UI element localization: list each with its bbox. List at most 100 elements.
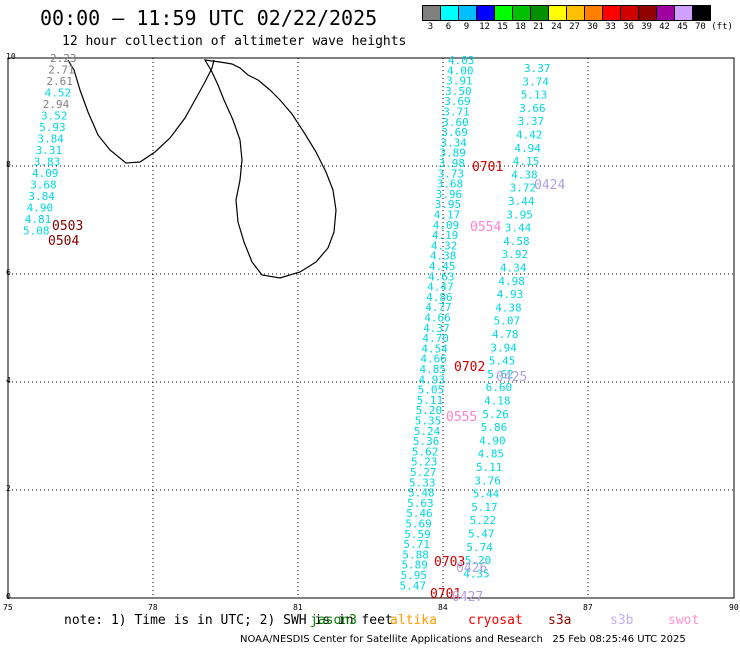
x-tick-label: 81 — [293, 603, 303, 612]
color-scale-label: 33 — [605, 22, 616, 32]
wave-value-right: 3.94 — [490, 341, 517, 354]
wave-value-mid: 5.59 — [404, 528, 431, 541]
wave-value-right: 5.07 — [494, 315, 520, 328]
wave-value-mid: 3.73 — [438, 167, 465, 180]
wave-value-right: 4.15 — [513, 155, 540, 168]
wave-value-mid: 3.50 — [445, 85, 472, 98]
time-label: 0703 — [434, 555, 465, 570]
wave-value-right: 5.45 — [489, 355, 516, 368]
wave-value-right: 5.20 — [465, 554, 492, 567]
wave-value-mid: 3.71 — [443, 106, 470, 119]
wave-value-right: 4.93 — [497, 288, 524, 301]
time-label: 0554 — [470, 220, 501, 235]
wave-value-mid: 3.68 — [437, 178, 464, 191]
wave-value-mid: 5.63 — [407, 497, 434, 510]
color-scale-label: 39 — [641, 22, 652, 32]
wave-value-left: 3.31 — [36, 144, 63, 157]
wave-value-mid: 5.48 — [408, 487, 435, 500]
wave-value-right: 4.18 — [484, 395, 511, 408]
wave-height-color-scale — [422, 5, 711, 21]
wave-value-mid: 5.05 — [418, 384, 445, 397]
wave-value-right: 4.58 — [503, 235, 530, 248]
wave-value-left: 2.23 — [50, 52, 77, 65]
color-scale-label: 30 — [587, 22, 598, 32]
time-label: 0424 — [534, 178, 565, 193]
wave-value-right: 3.76 — [474, 474, 501, 487]
wave-value-mid: 4.47 — [427, 281, 454, 294]
y-tick-label: 10 — [6, 52, 16, 61]
color-scale-label: 70 (ft) — [695, 22, 733, 32]
credit-timestamp: 25 Feb 08:25:46 UTC 2025 — [552, 634, 686, 645]
wave-value-left: 3.68 — [30, 179, 57, 192]
wave-value-right: 5.13 — [521, 89, 548, 102]
wave-value-right: 3.95 — [506, 208, 533, 221]
wave-value-mid: 4.93 — [419, 373, 446, 386]
time-label: 0701 — [472, 160, 503, 175]
color-scale-label: 21 — [533, 22, 544, 32]
wave-value-left: 4.52 — [45, 87, 72, 100]
wave-value-mid: 3.95 — [435, 198, 462, 211]
wave-value-mid: 3.69 — [444, 95, 471, 108]
map-frame — [7, 57, 735, 599]
color-scale-label: 9 — [463, 22, 470, 32]
wave-value-right: 3.44 — [505, 222, 532, 235]
wave-value-mid: 4.19 — [432, 229, 459, 242]
x-tick-label: 75 — [3, 603, 13, 612]
wave-value-mid: 4.63 — [428, 270, 455, 283]
wave-value-mid: 3.96 — [436, 188, 463, 201]
wave-value-mid: 4.17 — [434, 209, 461, 222]
wave-value-mid: 5.27 — [410, 466, 437, 479]
color-scale-label: 3 — [427, 22, 434, 32]
satellite-legend-item: cryosat — [468, 613, 523, 628]
wave-value-mid: 5.88 — [402, 548, 429, 561]
grid-lines: 75 78 81 84 87 90 10 8 6 4 2 0 — [3, 52, 739, 612]
wave-value-right: 4.35 — [463, 567, 490, 580]
wave-value-mid: 5.24 — [414, 425, 441, 438]
wave-value-left: 5.08 — [23, 225, 50, 238]
sri-lanka-coastline — [203, 59, 337, 279]
wave-value-right: 3.92 — [502, 248, 528, 261]
wave-value-mid: 4.77 — [425, 301, 452, 314]
wave-value-right: 5.47 — [468, 528, 495, 541]
y-tick-label: 8 — [6, 160, 11, 169]
wave-value-mid: 5.89 — [401, 559, 428, 572]
satellite-legend-item: s3b — [610, 613, 634, 628]
wave-value-mid: 3.34 — [440, 136, 467, 149]
color-scale-label: 18 — [515, 22, 526, 32]
time-label: 0702 — [454, 360, 485, 375]
color-scale-label: 42 — [659, 22, 670, 32]
y-tick-label: 0 — [6, 592, 11, 601]
wave-value-right: 3.37 — [518, 115, 545, 128]
y-tick-label: 4 — [6, 376, 11, 385]
wave-value-mid: 5.71 — [403, 538, 430, 551]
wave-value-mid: 4.54 — [421, 342, 448, 355]
wave-value-mid: 4.45 — [429, 260, 456, 273]
wave-value-mid: 3.98 — [439, 157, 466, 170]
wave-value-left: 2.61 — [46, 75, 73, 88]
color-scale-label: 45 — [677, 22, 688, 32]
wave-value-right: 6.60 — [486, 381, 512, 394]
wave-value-left: 2.71 — [48, 64, 74, 77]
wave-value-left: 3.84 — [28, 190, 55, 203]
wave-value-left: 4.90 — [27, 202, 53, 215]
india-coastline — [67, 59, 215, 164]
color-scale-label: 6 — [445, 22, 452, 32]
credit-text: NOAA/NESDIS Center for Satellite Applica… — [240, 634, 543, 645]
wave-value-mid: 4.38 — [430, 250, 457, 263]
wave-value-mid: 4.66 — [420, 353, 447, 366]
wave-value-left: 5.93 — [39, 121, 65, 134]
wave-value-right: 4.38 — [495, 301, 522, 314]
wave-value-mid: 3.91 — [446, 75, 473, 88]
map-title: 00:00 – 11:59 UTC 02/22/2025 — [40, 6, 378, 30]
satellite-legend-item: jason3 — [310, 613, 357, 628]
wave-value-mid: 3.89 — [439, 147, 466, 160]
wave-value-left: 4.09 — [32, 167, 59, 180]
wave-value-mid: 4.86 — [426, 291, 453, 304]
wave-value-left: 4.81 — [25, 213, 52, 226]
wave-value-right: 4.85 — [478, 448, 505, 461]
time-label: 0503 — [52, 219, 83, 234]
wave-value-mid: 4.37 — [423, 322, 450, 335]
wave-value-mid: 4.09 — [433, 219, 460, 232]
wave-value-right: 3.74 — [522, 75, 549, 88]
